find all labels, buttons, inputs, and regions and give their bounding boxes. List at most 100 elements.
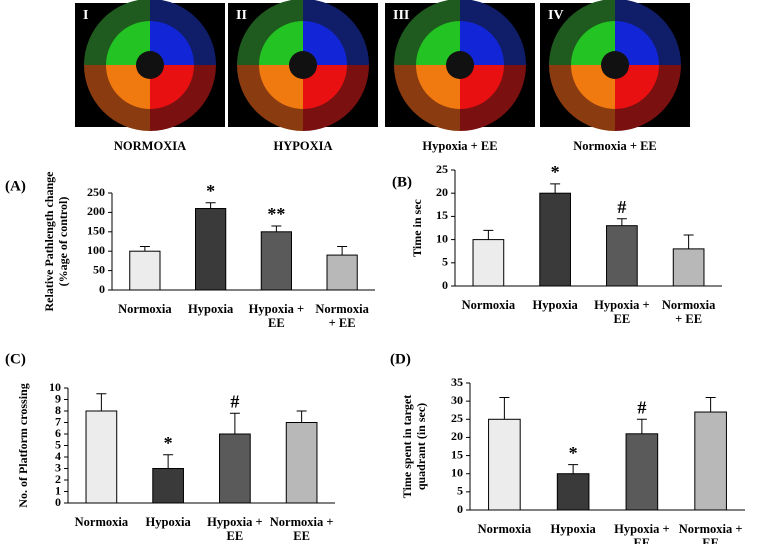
panel-numeral: III — [393, 8, 409, 23]
x-tick-label: Normoxia — [662, 298, 716, 312]
error-bar — [139, 246, 150, 252]
y-tick-label: 20 — [436, 185, 448, 199]
x-tick-label: Hypoxia — [533, 298, 579, 312]
x-tick-label: Normoxia — [118, 302, 172, 316]
x-tick-label: + EE — [675, 312, 702, 326]
y-axis-label: No. of Platform crossing — [16, 383, 30, 507]
maze-inner-quadrant — [571, 65, 615, 109]
y-tick-label: 0 — [442, 278, 448, 292]
y-tick-label: 10 — [451, 465, 463, 479]
panel-label: (C) — [5, 351, 26, 367]
bar — [285, 422, 318, 504]
bar — [694, 411, 727, 511]
bar — [606, 225, 638, 287]
bar — [556, 473, 590, 511]
x-tick-label: Normoxia — [75, 515, 129, 529]
bar — [129, 250, 161, 291]
maze-images: I NORMOXIA II HYPOXIA III Hypoxia + EE IV Normo… — [75, 0, 690, 153]
maze-center — [446, 51, 474, 79]
y-tick-label: 15 — [451, 447, 463, 461]
bar — [326, 254, 358, 291]
y-axis-label: (%age of control) — [56, 197, 70, 287]
maze-center — [136, 51, 164, 79]
error-bar — [499, 397, 510, 420]
bar — [85, 410, 118, 504]
maze-inner-quadrant — [303, 21, 347, 65]
significance-mark: ** — [267, 204, 285, 224]
significance-mark: * — [206, 181, 215, 201]
y-tick-label: 10 — [436, 231, 448, 245]
maze-inner-quadrant — [150, 65, 194, 109]
y-tick-label: 250 — [87, 185, 105, 199]
maze-inner-quadrant — [615, 21, 659, 65]
significance-mark: * — [164, 433, 173, 453]
maze-inner-quadrant — [259, 65, 303, 109]
maze-inner-quadrant — [259, 21, 303, 65]
y-tick-label: 0 — [457, 502, 463, 516]
y-tick-label: 200 — [87, 204, 105, 218]
error-bar — [205, 202, 216, 209]
maze-center — [601, 51, 629, 79]
maze-inner-quadrant — [460, 65, 504, 109]
y-tick-label: 15 — [436, 208, 448, 222]
panel-caption: NORMOXIA — [114, 139, 186, 153]
maze-inner-quadrant — [106, 21, 150, 65]
maze-inner-quadrant — [571, 21, 615, 65]
panel-caption: HYPOXIA — [273, 139, 332, 153]
bar — [672, 248, 705, 287]
maze-inner-quadrant — [416, 21, 460, 65]
panel-label: (D) — [390, 351, 411, 367]
x-tick-label: Normoxia + — [679, 522, 743, 536]
x-tick-label: Hypoxia — [146, 515, 192, 529]
bar — [539, 192, 571, 287]
bar — [152, 468, 184, 504]
bar-chart: (A) Relative Pathlength change (%age of co… — [5, 171, 375, 330]
x-tick-label: + EE — [329, 316, 356, 330]
y-tick-label: 5 — [442, 255, 448, 269]
x-tick-label: Normoxia + — [270, 515, 334, 529]
y-tick-label: 2 — [55, 472, 61, 486]
y-axis-label: Relative Pathlength change — [42, 171, 56, 312]
panel-label: (A) — [5, 178, 26, 194]
error-bar — [636, 418, 647, 434]
y-tick-label: 4 — [55, 449, 61, 463]
y-axis-label: Time in sec — [410, 198, 424, 256]
panel-caption: Hypoxia + EE — [422, 139, 497, 153]
x-tick-label: EE — [227, 529, 244, 543]
y-tick-label: 7 — [55, 414, 61, 428]
charts: (A) Relative Pathlength change (%age of co… — [5, 162, 745, 544]
x-tick-label: EE — [634, 536, 651, 544]
error-bar — [271, 225, 282, 232]
panel-label: (B) — [392, 174, 412, 190]
y-tick-label: 100 — [87, 243, 105, 257]
error-bar — [616, 218, 627, 226]
error-bar — [568, 464, 579, 474]
bar — [625, 433, 659, 511]
y-tick-label: 150 — [87, 224, 105, 238]
bar — [472, 239, 505, 287]
maze-inner-quadrant — [416, 65, 460, 109]
x-tick-label: EE — [293, 529, 310, 543]
x-tick-label: Hypoxia + — [594, 298, 649, 312]
error-bar — [163, 454, 174, 469]
y-tick-label: 35 — [451, 375, 463, 389]
x-tick-label: Normoxia — [478, 522, 532, 536]
significance-mark: # — [230, 391, 239, 411]
maze-inner-quadrant — [460, 21, 504, 65]
panel-caption: Normoxia + EE — [573, 139, 657, 153]
y-tick-label: 5 — [55, 437, 61, 451]
bar-chart: (B) Time in sec 0 5 10 15 20 25 Normoxia * Hypoxia… — [392, 162, 722, 326]
x-tick-label: EE — [268, 316, 285, 330]
x-tick-label: Hypoxia — [551, 522, 597, 536]
x-tick-label: Normoxia — [462, 298, 516, 312]
y-axis-label: Time spent in target — [400, 395, 414, 498]
bar — [219, 433, 251, 504]
error-bar — [337, 246, 348, 256]
x-tick-label: Normoxia — [315, 302, 369, 316]
error-bar — [483, 229, 494, 240]
y-tick-label: 1 — [55, 483, 61, 497]
y-tick-label: 0 — [55, 495, 61, 509]
bar — [260, 231, 292, 291]
error-bar — [683, 234, 694, 249]
